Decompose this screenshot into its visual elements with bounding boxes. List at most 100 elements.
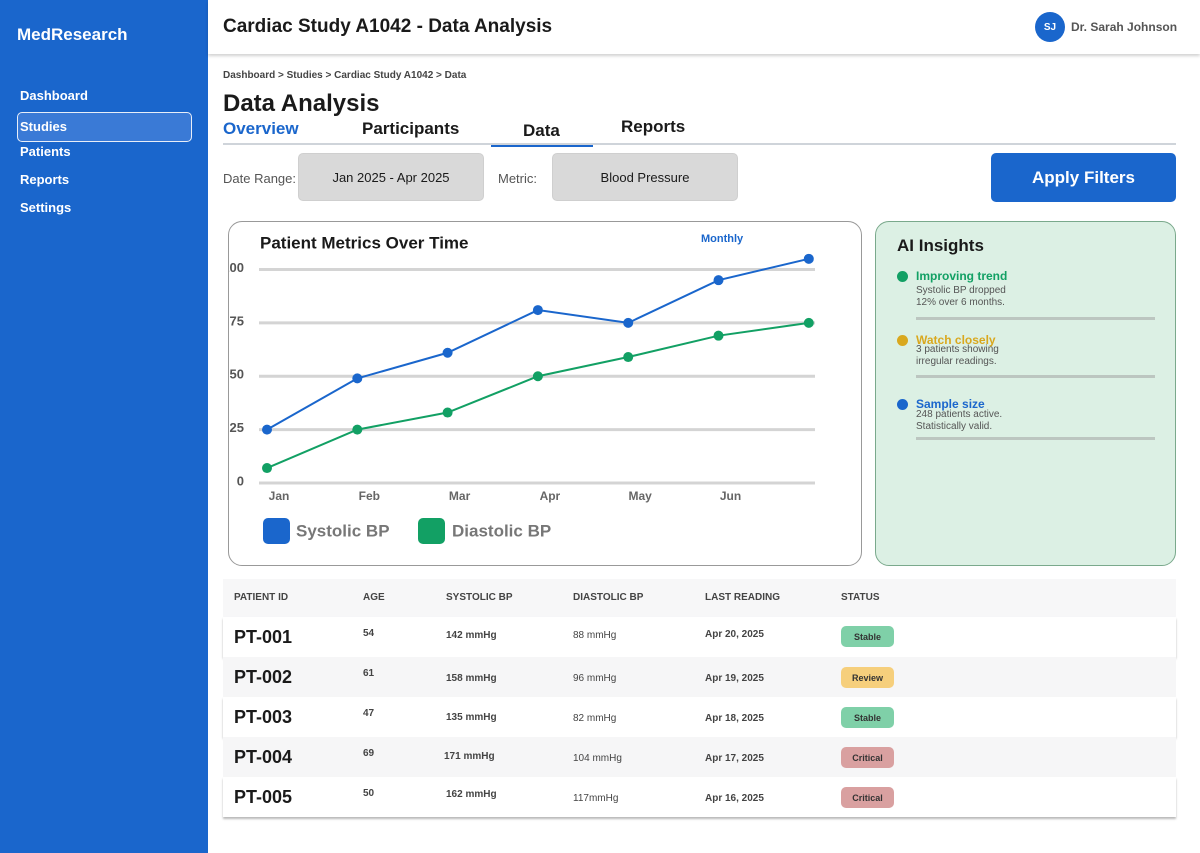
patient-age: 47 (363, 708, 375, 719)
last-reading: Apr 18, 2025 (705, 713, 764, 724)
x-tick-label: Mar (449, 489, 471, 503)
patient-age: 54 (363, 628, 375, 639)
sidebar-item-dashboard[interactable]: Dashboard (17, 84, 192, 114)
data-point-systolic (442, 347, 453, 358)
tab-participants[interactable]: Participants (362, 119, 460, 138)
table-row[interactable]: PT-005 50 162 mmHg 117mmHg Apr 16, 2025 … (223, 777, 1176, 817)
systolic-value: 142 mmHg (446, 630, 497, 641)
last-reading: Apr 17, 2025 (705, 753, 764, 764)
data-point-diastolic (623, 352, 634, 363)
table-row[interactable]: PT-002 61 158 mmHg 96 mmHg Apr 19, 2025 … (223, 657, 1176, 697)
chart-title: Patient Metrics Over Time (260, 233, 469, 252)
table-row[interactable]: PT-001 54 142 mmHg 88 mmHg Apr 20, 2025 … (223, 617, 1176, 657)
tab-reports[interactable]: Reports (621, 117, 686, 136)
sidebar-item-label: Dashboard (20, 88, 88, 103)
status-badge: Stable (841, 626, 894, 647)
breadcrumb[interactable]: Dashboard > Studies > Cardiac Study A104… (223, 70, 467, 81)
insight-text: 12% over 6 months. (916, 297, 1005, 308)
data-point-diastolic (803, 317, 814, 328)
legend-label-systolic: Systolic BP (296, 521, 390, 540)
metric-label: Metric: (498, 171, 537, 186)
sidebar: MedResearch Dashboard Studies Patients R… (0, 0, 208, 853)
column-header-last-reading[interactable]: LAST READING (705, 592, 780, 603)
line-chart: Patient Metrics Over Time Monthly 0 25 50 7… (229, 233, 815, 544)
systolic-value: 162 mmHg (446, 789, 497, 800)
table-row[interactable]: PT-003 47 135 mmHg 82 mmHg Apr 18, 2025 … (223, 697, 1176, 737)
column-header-age[interactable]: AGE (363, 592, 385, 603)
insight-text: 3 patients showing (916, 344, 999, 355)
ai-insights-panel: AI Insights Improving trend Systolic BP … (875, 221, 1176, 566)
top-header: Cardiac Study A1042 - Data Analysis SJ D… (208, 0, 1200, 54)
date-range-label: Date Range: (223, 171, 296, 186)
user-name[interactable]: Dr. Sarah Johnson (1071, 20, 1178, 34)
systolic-value: 158 mmHg (446, 673, 497, 684)
diastolic-value: 117mmHg (573, 793, 619, 804)
data-point-systolic (713, 275, 724, 286)
data-point-systolic (532, 305, 543, 316)
sidebar-item-label: Patients (20, 144, 71, 159)
systolic-value: 171 mmHg (444, 751, 495, 762)
column-header-diastolic[interactable]: DIASTOLIC BP (573, 592, 644, 603)
brand-logo: MedResearch (17, 25, 128, 44)
insight-watch: Watch closely 3 patients showing irregul… (897, 333, 1155, 393)
patient-id: PT-002 (234, 667, 293, 687)
status-badge: Stable (841, 707, 894, 728)
tab-bar: Overview Participants Data Reports (223, 116, 1176, 147)
chart-card: Patient Metrics Over Time Monthly 0 25 50 7… (228, 221, 862, 566)
sidebar-item-reports[interactable]: Reports (17, 168, 192, 198)
column-header-patient-id[interactable]: PATIENT ID (234, 592, 289, 603)
data-point-systolic (803, 253, 814, 264)
insight-text: Systolic BP dropped (916, 285, 1006, 296)
x-tick-label: Feb (359, 489, 380, 503)
sidebar-item-label: Reports (20, 172, 70, 187)
table-header: PATIENT ID AGE SYSTOLIC BP DIASTOLIC BP … (223, 579, 1176, 617)
patient-age: 61 (363, 668, 375, 679)
metric-select[interactable]: Blood Pressure (552, 153, 738, 201)
column-header-systolic[interactable]: SYSTOLIC BP (446, 592, 513, 603)
insight-text: irregular readings. (916, 356, 997, 367)
sidebar-item-patients[interactable]: Patients (17, 140, 192, 170)
y-tick-label: 75 (230, 313, 244, 328)
x-tick-label: Jan (269, 489, 290, 503)
systolic-value: 135 mmHg (446, 712, 497, 723)
diastolic-value: 82 mmHg (573, 713, 617, 724)
insight-text: 248 patients active. (916, 409, 1003, 420)
y-tick-label: 100 (229, 260, 244, 275)
patient-id: PT-001 (234, 627, 293, 647)
legend-swatch-systolic (263, 518, 290, 544)
sidebar-item-studies[interactable]: Studies (17, 112, 192, 142)
legend-swatch-diastolic (418, 518, 445, 544)
page-title: Data Analysis (223, 90, 380, 117)
data-point-systolic (262, 424, 272, 435)
date-range-select[interactable]: Jan 2025 - Apr 2025 (298, 153, 484, 201)
divider (916, 437, 1155, 440)
insight-text: Statistically valid. (916, 421, 993, 432)
status-badge: Critical (841, 787, 894, 808)
divider (916, 317, 1155, 320)
patient-age: 69 (363, 748, 375, 759)
insight-sample: Sample size 248 patients active. Statist… (897, 397, 1155, 457)
last-reading: Apr 20, 2025 (705, 629, 764, 640)
patient-age: 50 (363, 788, 375, 799)
data-point-systolic (623, 317, 634, 328)
table-row[interactable]: PT-004 69 171 mmHg 104 mmHg Apr 17, 2025… (223, 737, 1176, 777)
y-tick-label: 25 (230, 420, 244, 435)
sidebar-item-label: Studies (20, 119, 67, 134)
sidebar-item-settings[interactable]: Settings (17, 196, 192, 226)
header-title: Cardiac Study A1042 - Data Analysis (223, 16, 553, 37)
status-dot-icon (897, 335, 908, 346)
monthly-toggle[interactable]: Monthly (701, 233, 744, 245)
y-tick-label: 50 (230, 367, 244, 382)
tab-overview[interactable]: Overview (223, 119, 299, 138)
insight-title: Watch closely (916, 333, 996, 347)
data-point-systolic (352, 373, 363, 384)
tab-data[interactable]: Data (491, 121, 593, 147)
diastolic-value: 104 mmHg (573, 753, 622, 764)
y-tick-label: 0 (237, 473, 244, 488)
column-header-status[interactable]: STATUS (841, 592, 880, 603)
status-dot-icon (897, 271, 908, 282)
avatar[interactable]: SJ (1035, 12, 1065, 42)
divider (916, 375, 1155, 378)
apply-filters-button[interactable]: Apply Filters (991, 153, 1176, 202)
data-point-diastolic (532, 371, 543, 382)
